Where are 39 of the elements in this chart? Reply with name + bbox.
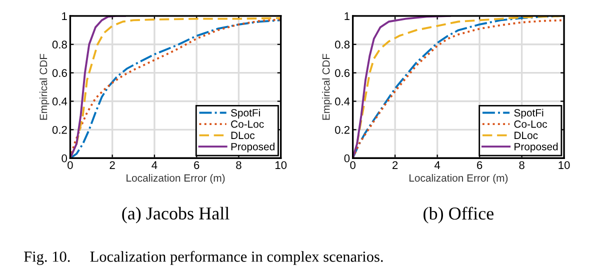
legend-label: Co-Loc: [514, 120, 548, 128]
y-tick-label: 1: [344, 12, 350, 20]
y-tick-label: 0.8: [52, 40, 67, 49]
x-tick-label: 2: [392, 161, 398, 169]
x-tick-label: 6: [477, 161, 482, 170]
y-tick-label: 0.4: [335, 98, 350, 106]
x-tick-label: 2: [110, 161, 115, 169]
x-tick-label: 10: [558, 161, 570, 170]
y-tick-label: 0.6: [52, 69, 67, 77]
x-tick-label: 4: [152, 161, 158, 169]
y-tick-label: 0.8: [335, 40, 350, 49]
x-tick-label: 6: [194, 161, 200, 170]
legend-label: DLoc: [514, 132, 538, 140]
x-tick-label: 10: [276, 161, 287, 170]
x-axis-title: Localization Error (m): [410, 174, 508, 184]
text: (a) Jacobs Hall: [122, 206, 230, 224]
y-tick-label: 0: [62, 154, 67, 162]
legend-label: Co-Loc: [231, 120, 264, 128]
text: (b) Office: [424, 206, 494, 224]
y-tick-label: 0.2: [52, 126, 67, 134]
x-tick-label: 0: [68, 161, 73, 170]
caption: Fig. 10. Localization performance in complex scenarios.: [24, 250, 383, 265]
y-tick-label: 0.2: [335, 126, 350, 134]
x-tick-label: 4: [434, 161, 440, 169]
x-tick-label: 0: [350, 161, 356, 170]
x-axis-title: Localization Error (m): [126, 174, 225, 184]
x-tick-label: 8: [519, 161, 524, 170]
legend-label: Proposed: [231, 142, 274, 152]
y-tick-label: 1: [62, 12, 67, 20]
legend-label: SpotFi: [514, 108, 544, 119]
legend-label: DLoc: [231, 132, 255, 140]
y-axis-title: Empirical CDF: [322, 54, 332, 120]
x-tick-label: 8: [236, 161, 242, 170]
y-tick-label: 0.6: [335, 69, 350, 77]
legend-label: Proposed: [514, 142, 558, 152]
y-tick-label: 0: [344, 154, 350, 162]
y-axis-title: Empirical CDF: [40, 54, 50, 120]
legend-label: SpotFi: [230, 108, 260, 119]
y-tick-label: 0.4: [52, 98, 68, 106]
